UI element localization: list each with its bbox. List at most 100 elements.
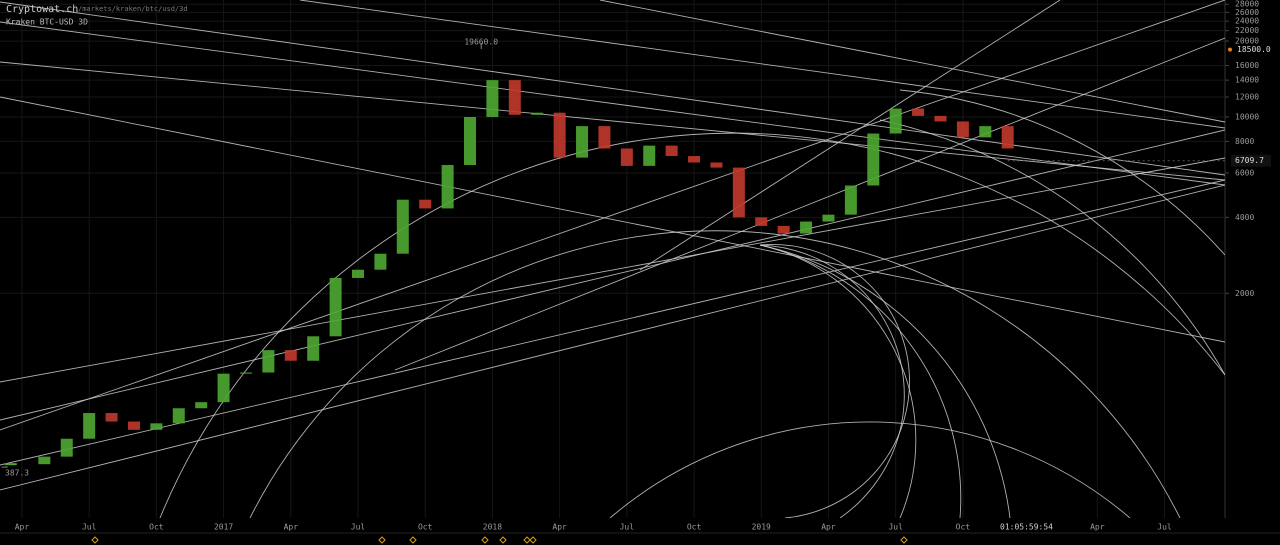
trendline (394, 37, 1225, 371)
candle (912, 108, 925, 116)
event-marker (900, 536, 908, 544)
x-tick-label: Apr (1090, 523, 1105, 532)
y-tick-label: 24000 (1235, 17, 1259, 26)
y-tick-label: 8000 (1235, 137, 1254, 146)
fib-arc (879, 119, 1225, 376)
y-tick-label: 16000 (1235, 61, 1259, 70)
candle (844, 185, 857, 215)
event-marker (91, 536, 99, 544)
candle (867, 133, 880, 186)
candle (127, 421, 140, 430)
y-tick-label: 12000 (1235, 93, 1259, 102)
event-marker (378, 536, 386, 544)
candle (755, 217, 768, 226)
candle (688, 156, 701, 163)
x-tick-label: Jul (82, 523, 97, 532)
candle (800, 221, 813, 234)
candle (1001, 126, 1014, 149)
candle (620, 148, 633, 166)
y-tick-label: 10000 (1235, 112, 1259, 121)
candle (464, 116, 477, 166)
trendline (0, 184, 1225, 491)
alert-label: 18500.0 (1237, 45, 1271, 54)
fib-arc (249, 230, 1181, 518)
y-tick-label: 6000 (1235, 168, 1254, 177)
candle (150, 423, 163, 430)
candle (105, 413, 118, 422)
trendline (0, 179, 1225, 466)
y-tick-label: 14000 (1235, 76, 1259, 85)
trendline (0, 21, 1225, 186)
market-path: /markets/kraken/btc/usd/3d (78, 5, 188, 13)
candle (396, 199, 409, 254)
alert-marker (1228, 47, 1232, 52)
trendline (0, 157, 1225, 383)
fib-arc (759, 244, 962, 518)
candle (710, 162, 723, 168)
candle (553, 112, 566, 158)
candle (60, 438, 73, 457)
high-label: 19660.0 (464, 37, 498, 46)
candle (732, 167, 745, 218)
x-tick-label: Apr (284, 523, 299, 532)
x-tick-label: Oct (149, 523, 164, 532)
candle (195, 402, 208, 409)
candle (329, 277, 342, 337)
x-tick-label: Jul (620, 523, 635, 532)
x-tick-label: Jul (1157, 523, 1172, 532)
candle (934, 115, 947, 122)
countdown: 01:05:59:54 (1000, 523, 1053, 532)
x-tick-label: Jul (351, 523, 366, 532)
brand[interactable]: Cryptowat.ch (6, 4, 78, 15)
event-marker (409, 536, 417, 544)
candles (1, 42, 1225, 468)
candle (262, 350, 275, 373)
fib-arc (759, 244, 911, 518)
y-tick-label: 4000 (1235, 213, 1254, 222)
candle (83, 413, 96, 439)
candle (352, 269, 365, 278)
event-marker (529, 536, 537, 544)
event-marker (481, 536, 489, 544)
fib-arc (899, 89, 1225, 256)
trendline (0, 96, 1225, 343)
x-tick-label: 2019 (752, 523, 771, 532)
candle (979, 126, 992, 138)
candle (508, 80, 521, 115)
market-label: Kraken BTC-USD 3D (6, 18, 88, 27)
candle (777, 225, 790, 234)
last-price-label: 6709.7 (1235, 156, 1264, 165)
y-tick-label: 26000 (1235, 8, 1259, 17)
trendline (299, 0, 1225, 129)
x-tick-label: Oct (687, 523, 702, 532)
candle (531, 112, 544, 115)
fib-arc (759, 244, 905, 518)
candle (576, 126, 589, 158)
event-marker (523, 536, 531, 544)
x-tick-label: 2018 (483, 523, 502, 532)
candle (38, 456, 51, 465)
labels: 2000 4000 6000 8000 10000 12000 14000 16000 2000… (5, 0, 1271, 532)
y-tick-label: 20000 (1235, 37, 1259, 46)
fib-arc (159, 132, 1225, 518)
candle (239, 372, 252, 374)
candle (889, 108, 902, 134)
trendline (0, 1, 1225, 176)
candle (374, 253, 387, 270)
candle (956, 121, 969, 138)
x-tick-label: Jul (888, 523, 903, 532)
x-tick-label: 2017 (214, 523, 233, 532)
fib-arc (759, 244, 917, 518)
candle (307, 336, 320, 361)
candle (172, 408, 185, 424)
trendline (0, 0, 1225, 431)
low-label: 387.3 (5, 469, 29, 478)
fib-arc (759, 244, 1011, 518)
event-markers (91, 536, 908, 544)
y-tick-label: 22000 (1235, 26, 1259, 35)
x-tick-label: Apr (552, 523, 567, 532)
event-marker (499, 536, 507, 544)
candle (441, 165, 454, 209)
trendline (599, 0, 1225, 123)
